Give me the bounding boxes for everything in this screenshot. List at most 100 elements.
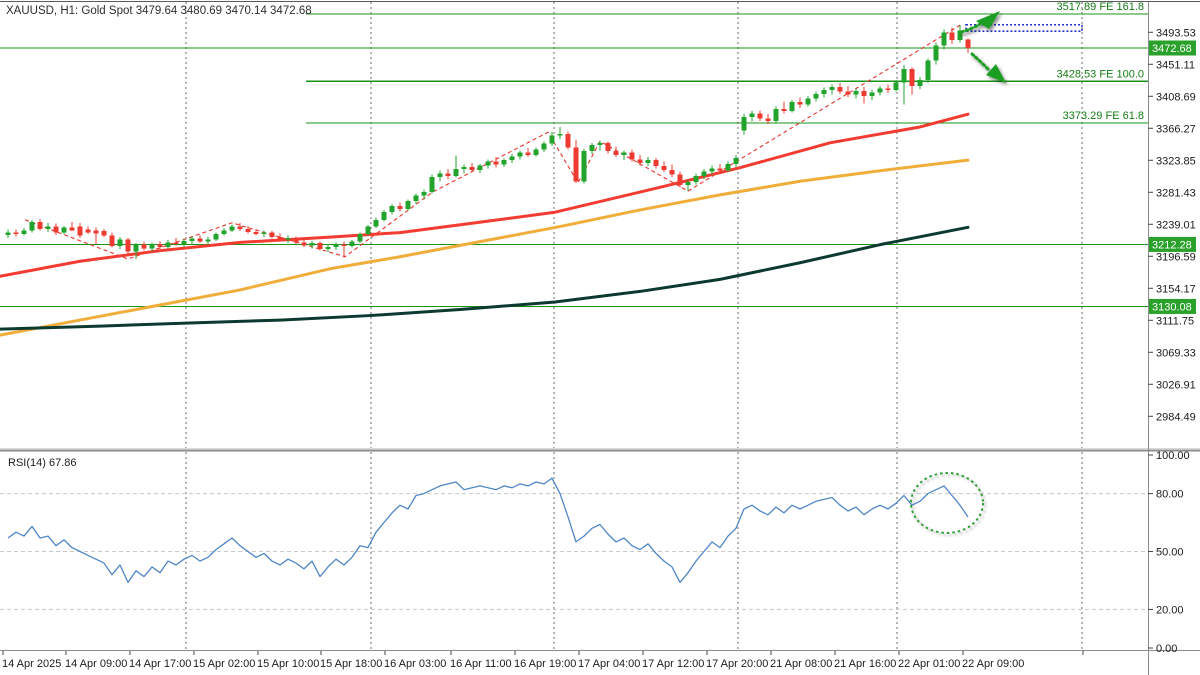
zigzag-line[interactable] [24, 24, 961, 260]
candle-body [117, 239, 123, 247]
price-levels: 3517.89 FE 161.8 3428.53 FE 100.0 3373.29 … [0, 1, 1148, 308]
candle-body [125, 239, 131, 252]
candle-body [781, 108, 787, 112]
candle-body [325, 246, 331, 250]
candle-body [533, 149, 539, 155]
time-tick-label[interactable]: 14 Apr 09:00 [65, 658, 127, 670]
rsi-indicator-label: RSI(14) 67.86 [8, 457, 76, 469]
down-arrow-icon[interactable] [970, 52, 1006, 83]
up-arrow-icon[interactable] [959, 11, 1000, 34]
price-tick-label: 3069.33 [1156, 347, 1196, 359]
candle-body [101, 231, 107, 236]
price-tick-label: 3111.75 [1156, 315, 1194, 327]
ma-mid-orange [0, 158, 970, 337]
candle-body [165, 242, 171, 247]
candle-body [525, 152, 531, 155]
candle-body [901, 68, 907, 83]
axes: 3493.53 3451.11 3408.69 3366.27 3323.85 3281.… [2, 27, 1196, 670]
time-tick-label[interactable]: 17 Apr 04:00 [578, 658, 640, 670]
resistance-zone-box[interactable] [965, 23, 1083, 32]
candle-body [157, 243, 163, 247]
time-tick-label[interactable]: 17 Apr 20:00 [706, 658, 768, 670]
time-tick-label[interactable]: 21 Apr 16:00 [834, 658, 896, 670]
time-tick-label[interactable]: 15 Apr 18:00 [320, 658, 382, 670]
candle-body [949, 32, 955, 41]
candle-body [605, 142, 611, 152]
zigzag-overlay [24, 24, 961, 260]
candle-body [445, 173, 451, 177]
candle-body [733, 157, 739, 164]
candle-body [461, 166, 467, 170]
time-tick-label[interactable]: 14 Apr 2025 [2, 658, 61, 670]
time-tick-label[interactable]: 15 Apr 10:00 [257, 658, 319, 670]
candle-body [301, 242, 307, 246]
price-tag-label: 3472.68 [1152, 43, 1192, 55]
candle-body [853, 90, 859, 95]
time-tick-label[interactable]: 22 Apr 09:00 [962, 658, 1024, 670]
candle-body [621, 152, 627, 155]
candle-body [709, 168, 715, 172]
candle-body [389, 206, 395, 213]
candle-body [221, 230, 227, 235]
candle-body [45, 226, 51, 229]
candle-body [141, 244, 147, 249]
candle-body [629, 152, 635, 160]
candle-body [893, 82, 899, 91]
candle-body [341, 244, 347, 247]
candle-body [93, 230, 99, 234]
price-tag [1149, 40, 1196, 56]
rsi-panel [0, 472, 1148, 610]
time-tick-label[interactable]: 21 Apr 08:00 [770, 658, 832, 670]
annotations [959, 11, 1083, 83]
candle-body [437, 173, 443, 177]
candle-body [21, 230, 27, 235]
candle-body [69, 227, 75, 231]
time-tick-label[interactable]: 17 Apr 12:00 [642, 658, 704, 670]
candle-body [13, 232, 19, 235]
up-arrow-icon-head [976, 11, 1000, 29]
price-tick-label: 2984.49 [1156, 411, 1196, 423]
candle-body [5, 232, 11, 235]
candle-body [469, 166, 475, 170]
time-tick-label[interactable]: 16 Apr 19:00 [514, 658, 576, 670]
candle-body [797, 102, 803, 105]
candle-body [613, 151, 619, 155]
candle-body [773, 108, 779, 121]
candle-body [693, 176, 699, 183]
candle-body [453, 169, 459, 177]
price-tick-label: 3281.43 [1156, 187, 1196, 199]
chart-title: XAUUSD, H1: Gold Spot 3479.64 3480.69 34… [6, 5, 312, 17]
time-tick-label[interactable]: 16 Apr 11:00 [450, 658, 512, 670]
candle-body [821, 90, 827, 94]
candle-body [957, 30, 963, 41]
price-tick-label: 3196.59 [1156, 251, 1196, 263]
time-tick-label[interactable]: 14 Apr 17:00 [129, 658, 191, 670]
rsi-highlight-circle[interactable] [910, 472, 984, 534]
time-tick-label[interactable]: 15 Apr 02:00 [193, 658, 255, 670]
candle-body [477, 165, 483, 170]
candle-body [941, 32, 947, 46]
candle-body [805, 98, 811, 105]
candle-body [205, 239, 211, 242]
price-tick-label: 3451.11 [1156, 59, 1195, 71]
candle-body [317, 243, 323, 250]
candle-body [669, 169, 675, 175]
candle-body [749, 113, 755, 118]
candle-body [309, 243, 315, 246]
price-tick-label: 3366.27 [1156, 123, 1196, 135]
candle-body [149, 243, 155, 249]
fib-extension-label: 3517.89 FE 161.8 [1057, 1, 1144, 13]
candle-body [53, 226, 59, 233]
candle-body [405, 200, 411, 210]
candle-body [829, 86, 835, 91]
candle-body [565, 133, 571, 148]
candle-body [421, 191, 427, 196]
candle-body [85, 229, 91, 233]
candle-body [877, 88, 883, 93]
candle-body [253, 231, 259, 235]
time-tick-label[interactable]: 22 Apr 01:00 [898, 658, 960, 670]
time-tick-label[interactable]: 16 Apr 03:00 [384, 658, 446, 670]
candle-body [917, 80, 923, 87]
candle-body [685, 182, 691, 186]
